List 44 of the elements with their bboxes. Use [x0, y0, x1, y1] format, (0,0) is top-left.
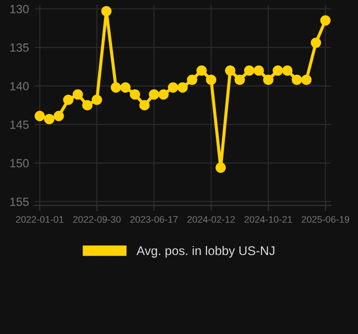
point: [301, 74, 312, 85]
point: [282, 65, 293, 76]
point: [320, 15, 331, 26]
point: [44, 114, 54, 124]
point: [215, 162, 226, 173]
x-tick-label: 2024-10-21: [244, 216, 292, 223]
x-tick-label: 2025-06-19: [302, 216, 350, 223]
y-tick-label: 130: [10, 4, 29, 14]
point: [263, 74, 274, 85]
y-tick-label: 155: [10, 198, 29, 206]
point: [196, 65, 207, 76]
legend-label: Avg. pos. in lobby US-NJ: [136, 246, 274, 258]
y-tick-label: 145: [10, 120, 29, 129]
point: [130, 89, 140, 100]
point: [272, 65, 284, 76]
point: [148, 89, 160, 100]
point: [110, 82, 122, 93]
x-tick-label: 2024-02-12: [187, 216, 235, 223]
point: [139, 100, 150, 110]
point: [310, 38, 322, 48]
y-tick-label: 150: [10, 159, 29, 168]
point: [82, 100, 93, 110]
point: [54, 110, 64, 122]
x-tick-label: 2022-01-01: [16, 216, 64, 223]
point: [34, 110, 45, 122]
point: [120, 82, 131, 93]
x-tick-label: 2022-09-30: [73, 216, 121, 223]
point: [234, 74, 245, 85]
point: [158, 89, 169, 100]
point: [186, 74, 198, 85]
point: [244, 65, 254, 76]
point: [101, 6, 112, 16]
point: [292, 74, 302, 85]
point: [177, 82, 188, 93]
point: [224, 65, 236, 76]
point: [206, 74, 216, 85]
point: [254, 65, 264, 76]
point: [168, 82, 178, 93]
x-tick-label: 2023-06-17: [130, 216, 178, 223]
point: [63, 94, 74, 106]
y-tick-label: 135: [10, 43, 29, 52]
y-tick-label: 140: [10, 82, 29, 90]
point: [72, 89, 84, 100]
point: [92, 94, 102, 106]
